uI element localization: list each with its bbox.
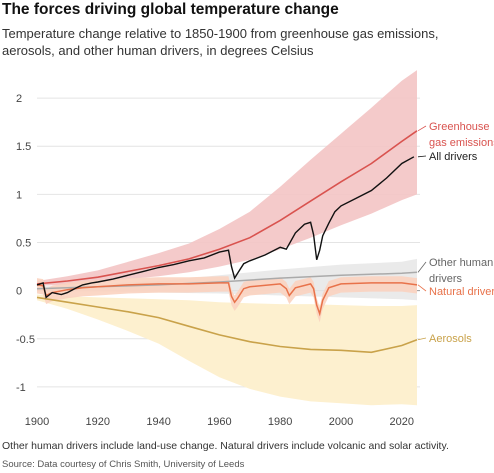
x-tick-label: 1920	[86, 416, 110, 428]
y-tick-label: 0.5	[16, 238, 31, 250]
greenhouse-label: gas emissions	[429, 137, 494, 149]
y-tick-label: 1	[16, 189, 22, 201]
y-tick-label: -1	[16, 382, 26, 394]
greenhouse-band	[37, 70, 417, 286]
x-tick-label: 2020	[390, 416, 414, 428]
x-tick-label: 1960	[207, 416, 231, 428]
line-chart: 2 1.5 1 0.5 0 -0.5 -1 1900 1920 1940 1960 1980 2000 2…	[16, 70, 494, 428]
natural-line	[36, 282, 418, 317]
natural-label: Natural drivers	[429, 286, 494, 298]
other-human-label-leader	[417, 261, 427, 273]
x-tick-label: 2000	[329, 416, 353, 428]
chart-note: Other human drivers include land-use cha…	[2, 440, 449, 452]
natural-label-leader	[417, 284, 427, 292]
other-human-label: drivers	[429, 273, 463, 285]
y-tick-label: -0.5	[16, 334, 35, 346]
all-drivers-line	[36, 156, 415, 299]
all-drivers-label: All drivers	[429, 151, 478, 163]
y-tick-label: 1.5	[16, 141, 31, 153]
aerosols-line	[36, 296, 418, 354]
greenhouse-label: Greenhouse	[429, 121, 490, 133]
chart-source: Source: Data courtesy of Chris Smith, Un…	[2, 459, 245, 470]
natural-band	[37, 276, 417, 323]
aerosols-label: Aerosols	[429, 333, 472, 345]
y-tick-label: 0	[16, 286, 22, 298]
all-drivers-label-leader	[417, 155, 427, 158]
x-tick-label: 1980	[268, 416, 292, 428]
greenhouse-line	[36, 130, 418, 285]
chart-subtitle: Temperature change relative to 1850-1900…	[2, 26, 439, 58]
greenhouse-label-leader	[417, 125, 427, 132]
y-tick-label: 2	[16, 93, 22, 105]
x-tick-label: 1940	[146, 416, 170, 428]
aerosols-label-leader	[417, 337, 427, 341]
chart-title: The forces driving global temperature ch…	[2, 1, 339, 18]
other-human-label: Other human	[429, 257, 493, 269]
aerosols-band	[37, 294, 417, 406]
x-tick-label: 1900	[25, 416, 49, 428]
